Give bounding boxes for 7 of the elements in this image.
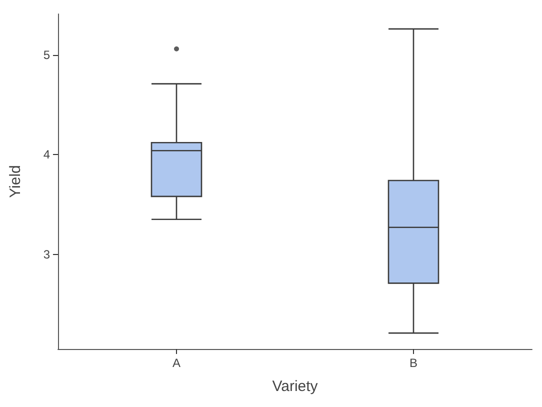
y-tick-label: 5	[43, 48, 50, 62]
y-axis-title: Yield	[7, 165, 24, 198]
y-tick-label: 4	[43, 148, 50, 162]
x-axis-title: Variety	[272, 378, 318, 395]
y-tick-label: 3	[43, 247, 50, 262]
x-tick-label: A	[172, 356, 181, 370]
x-tick-label: B	[409, 356, 418, 370]
